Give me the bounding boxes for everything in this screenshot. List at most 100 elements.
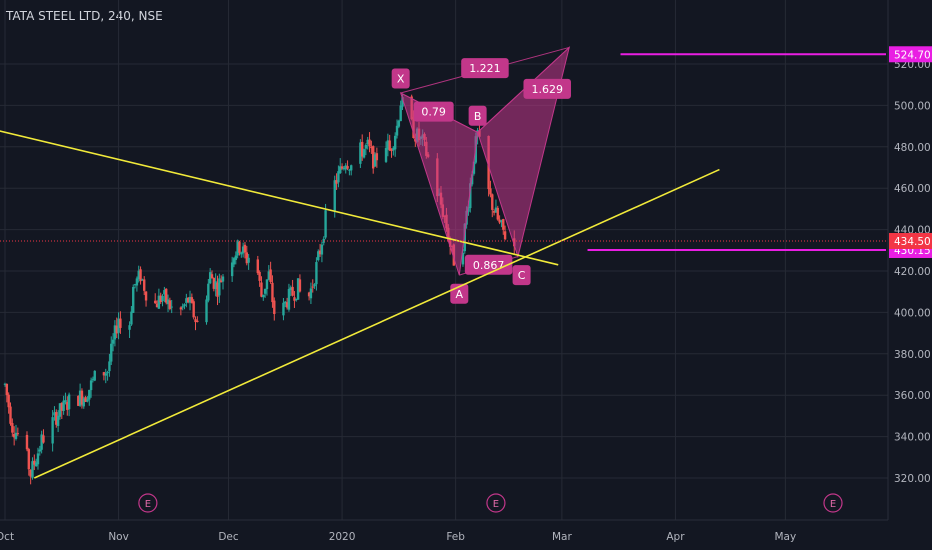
candle-body[interactable] — [157, 295, 161, 309]
candle-body[interactable] — [58, 403, 62, 417]
candle-body[interactable] — [208, 272, 212, 284]
candle-body[interactable] — [392, 147, 395, 151]
candle-body[interactable] — [241, 246, 245, 254]
candle-body[interactable] — [168, 300, 172, 309]
candle-body[interactable] — [159, 295, 162, 303]
earnings-event-marker[interactable] — [138, 493, 158, 513]
candle-body[interactable] — [317, 251, 320, 261]
trendline[interactable] — [0, 126, 559, 266]
candle-body[interactable] — [93, 370, 96, 381]
candle-body[interactable] — [29, 469, 32, 477]
candle-body[interactable] — [132, 287, 135, 313]
candle-body[interactable] — [340, 166, 344, 169]
candle-body[interactable] — [78, 390, 82, 406]
candle-body[interactable] — [185, 298, 188, 303]
candle-body[interactable] — [207, 283, 210, 301]
candle-body[interactable] — [25, 434, 29, 450]
candle-body[interactable] — [298, 279, 302, 292]
candle-body[interactable] — [102, 372, 106, 376]
candle-body[interactable] — [5, 383, 9, 396]
candle-body[interactable] — [265, 279, 269, 290]
candle-body[interactable] — [166, 299, 170, 305]
candle-body[interactable] — [491, 194, 494, 210]
candle-body[interactable] — [183, 304, 186, 306]
candle-body[interactable] — [342, 168, 346, 170]
candle-body[interactable] — [393, 135, 397, 150]
candle-body[interactable] — [271, 282, 274, 303]
candle-body[interactable] — [179, 307, 183, 310]
candle-body[interactable] — [240, 252, 243, 255]
candle-body[interactable] — [230, 262, 234, 277]
candle-body[interactable] — [238, 242, 241, 253]
candle-body[interactable] — [133, 284, 137, 286]
candle-body[interactable] — [258, 271, 261, 281]
candle-body[interactable] — [155, 303, 159, 308]
candle-body[interactable] — [234, 255, 238, 260]
candle-body[interactable] — [370, 146, 373, 149]
candle-body[interactable] — [194, 319, 197, 323]
candle-body[interactable] — [117, 318, 120, 333]
candle-body[interactable] — [373, 154, 377, 167]
pattern-ratio-box[interactable] — [461, 58, 509, 79]
candle-body[interactable] — [492, 211, 496, 213]
candle-body[interactable] — [27, 449, 31, 470]
pattern-ratio-box[interactable] — [523, 78, 571, 99]
candle-body[interactable] — [470, 174, 474, 185]
candle-body[interactable] — [53, 412, 56, 416]
trendlines[interactable] — [0, 126, 720, 479]
candle-body[interactable] — [472, 161, 476, 174]
candle-body[interactable] — [111, 339, 115, 344]
candle-body[interactable] — [293, 297, 296, 301]
candle-body[interactable] — [494, 207, 498, 213]
candle-body[interactable] — [115, 325, 118, 334]
candle-body[interactable] — [289, 287, 292, 291]
candle-body[interactable] — [368, 139, 371, 147]
candle-body[interactable] — [212, 277, 216, 289]
candle-body[interactable] — [463, 223, 466, 252]
candle-body[interactable] — [307, 292, 311, 297]
candle-body[interactable] — [141, 279, 144, 281]
candle-body[interactable] — [36, 453, 40, 465]
candle-body[interactable] — [339, 166, 342, 174]
candle-body[interactable] — [291, 286, 294, 296]
candle-body[interactable] — [11, 423, 14, 433]
candle-body[interactable] — [128, 325, 131, 330]
candle-body[interactable] — [62, 400, 65, 411]
candle-body[interactable] — [496, 207, 499, 220]
candle-body[interactable] — [219, 280, 223, 283]
candle-body[interactable] — [66, 402, 69, 410]
candle-body[interactable] — [214, 281, 217, 290]
trendline[interactable] — [33, 168, 720, 479]
candle-body[interactable] — [337, 171, 340, 183]
candle-body[interactable] — [315, 262, 318, 285]
candle-body[interactable] — [210, 274, 214, 279]
candle-body[interactable] — [181, 306, 184, 308]
horizontal-levels[interactable] — [0, 53, 888, 251]
candle-body[interactable] — [273, 300, 276, 314]
candle-body[interactable] — [295, 298, 298, 301]
candle-body[interactable] — [33, 460, 36, 465]
candle-body[interactable] — [192, 301, 195, 318]
earnings-event-marker[interactable] — [823, 493, 843, 513]
candle-body[interactable] — [88, 389, 91, 400]
candle-body[interactable] — [186, 297, 190, 303]
candle-body[interactable] — [397, 120, 401, 127]
candle-body[interactable] — [3, 383, 7, 385]
candle-body[interactable] — [348, 169, 351, 171]
candle-body[interactable] — [139, 269, 142, 282]
candle-body[interactable] — [333, 180, 336, 211]
candle-body[interactable] — [364, 144, 368, 149]
candle-body[interactable] — [359, 142, 362, 164]
candle-body[interactable] — [284, 301, 287, 304]
candle-body[interactable] — [84, 397, 87, 402]
candle-body[interactable] — [489, 188, 492, 195]
candle-body[interactable] — [119, 318, 122, 328]
candle-body[interactable] — [313, 284, 316, 287]
candle-body[interactable] — [137, 270, 140, 280]
candle-body[interactable] — [350, 165, 353, 171]
candle-body[interactable] — [51, 417, 54, 444]
candle-body[interactable] — [500, 220, 503, 222]
earnings-event-marker[interactable] — [486, 493, 506, 513]
candle-body[interactable] — [9, 406, 12, 424]
